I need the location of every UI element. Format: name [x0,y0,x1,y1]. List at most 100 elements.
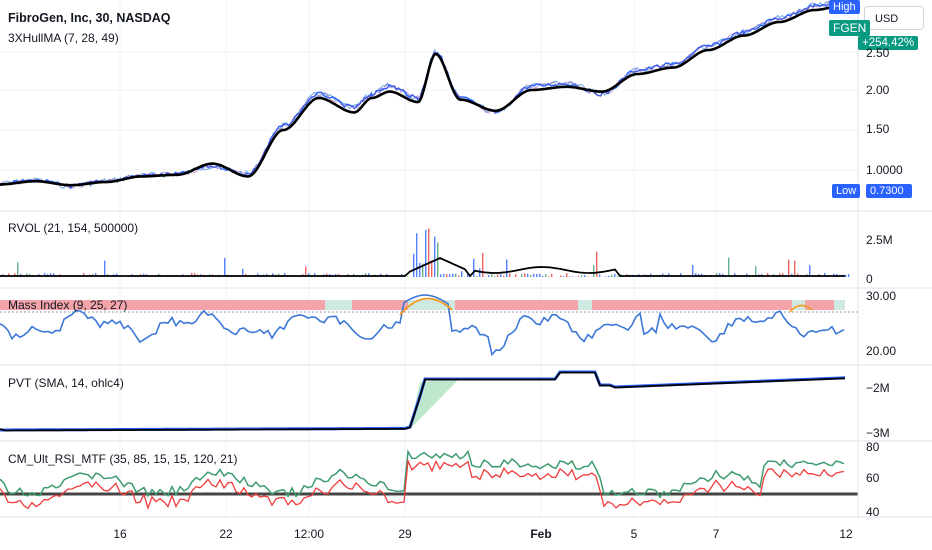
rvol-bar [407,276,409,277]
rvol-bar [479,268,481,277]
rvol-bar [569,276,571,277]
rvol-bar [500,274,502,277]
rvol-bar [488,275,490,277]
rvol-bar [527,273,529,277]
rvol-tick: 0 [866,272,873,286]
pane-dividers [0,0,932,518]
price-tick: 2.50 [866,46,890,60]
price-line-light [0,0,851,190]
rvol-bar [461,271,463,277]
rvol-bar [530,275,532,277]
mass-tick: 20.00 [866,344,897,358]
rvol-bar [95,273,97,277]
x-tick: 12:00 [293,527,325,541]
mass-band-gap [834,300,845,310]
rvol-bar [104,260,106,277]
currency-selector[interactable]: USD [864,6,924,30]
rvol-label[interactable]: RVOL (21, 154, 500000) [8,221,139,235]
rvol-bar [578,275,580,277]
rvol-pane [0,228,850,278]
rvol-bar [695,273,697,277]
rvol-bar [416,233,418,277]
rvol-bar [542,275,544,277]
rvol-bar [308,273,310,277]
rvol-bar [452,273,454,277]
hull-ma-line [0,2,850,187]
mass-index-line [0,294,845,357]
rvol-bar [584,275,586,277]
rvol-bar [755,266,757,277]
rvol-bar [473,258,475,277]
high-tag: High [829,0,860,14]
symbol-tag: FGEN [829,20,871,36]
mass-band-gap [578,300,592,310]
x-tick: 22 [219,527,233,541]
rvol-bar [692,264,694,277]
rvol-bar [605,276,607,277]
mass-index-label[interactable]: Mass Index (9, 25, 27) [8,298,128,312]
rvol-bar [716,273,718,277]
rvol-bar [83,273,85,277]
rvol-bar [794,260,796,277]
rvol-bar [440,274,442,277]
rvol-bar [44,273,46,277]
rvol-bar [596,251,598,277]
price-tick: 1.0000 [866,163,903,177]
rvol-bar [548,276,550,277]
rvol-bar [848,274,850,277]
rvol-bar [17,262,19,277]
rvol-bar [491,274,493,277]
rvol-bar [191,273,193,277]
chart-title: FibroGen, Inc, 30, NASDAQ [8,11,171,25]
low-tag: Low [832,184,861,198]
pvt-label[interactable]: PVT (SMA, 14, ohlc4) [8,376,124,390]
rvol-bar [425,229,427,277]
rvol-bar [428,228,430,277]
rvol-bar [728,257,730,277]
x-tick: Feb [530,527,552,541]
grid [0,0,858,517]
mass-band-gap [325,300,352,310]
rvol-bar [845,274,847,277]
pvt-tick: −2M [866,381,890,395]
price-tick: 2.00 [866,83,890,97]
rvol-bar [446,273,448,277]
x-tick: 7 [712,527,720,541]
rvol-bar [599,274,601,277]
rsi-line-fast [0,449,845,499]
rvol-bar [506,259,508,277]
rvol-bar [593,265,595,277]
rvol-bar [563,276,565,277]
pvt-tick: −3M [866,426,890,440]
rvol-line [0,257,845,278]
mass-tick: 30.00 [866,289,897,303]
rvol-bar [551,273,553,277]
low-value-tag: 0.7300 [866,184,912,198]
price-tick: 1.50 [866,122,890,136]
rvol-bar [467,273,469,277]
rvol-bar [365,273,367,277]
rvol-bar [560,275,562,277]
pvt-sma-line [0,371,846,432]
rvol-bar [515,274,517,277]
mass-index-high [399,297,453,316]
rvol-bar [455,273,457,277]
rvol-bar [581,275,583,277]
rvol-bar [419,262,421,277]
rvol-bar [617,275,619,277]
rvol-bar [521,274,523,277]
rvol-bar [422,263,424,277]
rsi-pane [0,449,858,511]
price-line [0,0,851,189]
rvol-bar [788,259,790,277]
hull-ma-label[interactable]: 3XHullMA (7, 28, 49) [8,31,119,45]
rsi-tick: 80 [866,440,880,454]
change-badge: +254.42% [858,36,919,50]
rsi-label[interactable]: CM_Ult_RSI_MTF (35, 85, 15, 15, 120, 21) [8,452,238,466]
rvol-bar [443,273,445,277]
rvol-bar [539,273,541,277]
x-tick: 16 [113,527,127,541]
rvol-bar [524,273,526,277]
rvol-bar [224,257,226,277]
mass-index-pane [0,294,858,357]
